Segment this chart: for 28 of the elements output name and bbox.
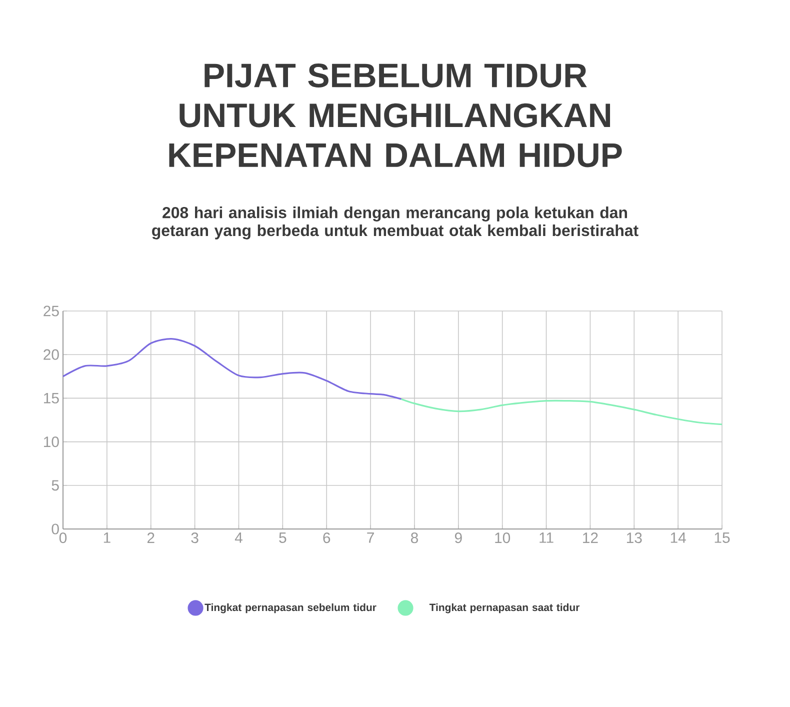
x-tick-label: 4 — [234, 532, 242, 543]
y-tick-label: 0 — [52, 524, 59, 534]
chart-title: PIJAT SEBELUM TIDUR UNTUK MENGHILANGKAN KEPENATAN DALAM HIDUP — [169, 64, 622, 168]
x-tick-label: 8 — [410, 532, 418, 544]
x-tick-label: 11 — [540, 532, 554, 543]
line-series — [400, 398, 723, 426]
x-tick-label: 15 — [714, 532, 730, 543]
y-tick-label: 25 — [44, 306, 59, 316]
x-tick-label: 3 — [191, 532, 198, 544]
y-tick-label: 20 — [44, 349, 59, 360]
x-tick-label: 1 — [104, 532, 110, 543]
y-tick-label: 10 — [44, 436, 59, 448]
x-tick-label: 6 — [323, 532, 330, 544]
y-tick-label: 5 — [52, 480, 59, 491]
legend-label: Tingkat pernapasan sebelum tidur — [204, 603, 376, 614]
x-tick-label: 9 — [454, 532, 462, 544]
x-tick-label: 10 — [495, 532, 510, 544]
x-tick-label: 0 — [59, 532, 67, 544]
x-tick-label: 13 — [626, 532, 642, 544]
x-tick-label: 5 — [279, 532, 286, 543]
x-tick-label: 14 — [670, 532, 686, 543]
x-tick-label: 7 — [367, 532, 374, 543]
chart-subtitle: 208 hari analisis ilmiah dengan merancang pola ketukan dan getaran yang berbeda untuk membuat otak kembali beristirahat — [152, 206, 638, 240]
legend-label: Tingkat pernapasan saat tidur — [429, 603, 580, 614]
x-tick-label: 12 — [583, 532, 598, 543]
y-tick-label: 15 — [44, 392, 59, 404]
line-series — [62, 338, 402, 400]
x-tick-label: 2 — [147, 532, 154, 543]
